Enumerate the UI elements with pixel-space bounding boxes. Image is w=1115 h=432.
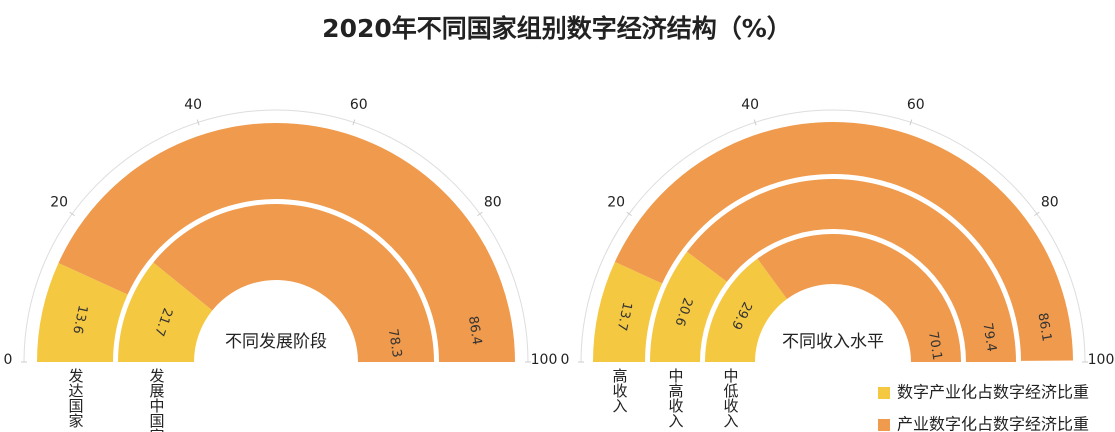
scale-arc: [23, 109, 529, 363]
tick-label: 100: [531, 352, 558, 368]
ring-segment: [58, 123, 515, 362]
tick-mark: [69, 211, 75, 217]
tick-label: 0: [561, 352, 570, 368]
ring-segment: [614, 121, 1073, 361]
tick-mark: [753, 119, 757, 126]
ring-segment: [757, 234, 961, 362]
center-label: 不同收入水平: [782, 332, 884, 352]
ring-segment: [650, 251, 727, 362]
tick-label: 60: [350, 97, 368, 113]
legend-swatch: [878, 387, 890, 399]
tick-label: 100: [1088, 352, 1115, 368]
tick-label: 20: [50, 194, 68, 210]
category-label: 发达国家: [67, 368, 85, 428]
legend-label: 产业数字化占数字经济比重: [897, 415, 1089, 432]
ring-segment: [687, 179, 1016, 362]
data-label: 13.7: [614, 301, 635, 332]
tick-label: 80: [484, 194, 502, 210]
legend-swatch: [878, 419, 890, 431]
ring-segment: [593, 261, 663, 362]
data-label: 13.6: [69, 304, 90, 335]
category-label: 高收入: [611, 368, 629, 413]
data-label: 70.1: [925, 330, 944, 361]
tick-label: 40: [184, 97, 202, 113]
tick-label: 80: [1041, 194, 1059, 210]
tick-mark: [626, 211, 632, 217]
tick-label: 20: [607, 194, 625, 210]
tick-label: 40: [741, 97, 759, 113]
tick-mark: [352, 119, 356, 126]
category-label: 发展中国家: [148, 368, 166, 432]
ring-segment: [153, 203, 434, 362]
center-label: 不同发展阶段: [225, 332, 327, 352]
tick-label: 0: [4, 352, 13, 368]
tick-mark: [909, 119, 913, 126]
data-label: 78.3: [385, 328, 404, 359]
chart-title: 2020年不同国家组别数字经济结构（%）: [322, 14, 792, 43]
ring-segment: [118, 262, 213, 362]
scale-arc: [580, 109, 1086, 363]
legend-label: 数字产业化占数字经济比重: [897, 383, 1089, 402]
tick-label: 60: [907, 97, 925, 113]
data-label: 86.1: [1034, 312, 1054, 343]
ring-segment: [37, 262, 128, 362]
category-label: 中高收入: [667, 368, 685, 428]
tick-mark: [477, 211, 483, 217]
tick-mark: [1034, 211, 1040, 217]
data-label: 79.4: [979, 322, 998, 353]
data-label: 86.4: [465, 315, 484, 346]
tick-mark: [196, 119, 200, 126]
ring-segment: [705, 258, 787, 362]
category-label: 中低收入: [722, 368, 740, 428]
